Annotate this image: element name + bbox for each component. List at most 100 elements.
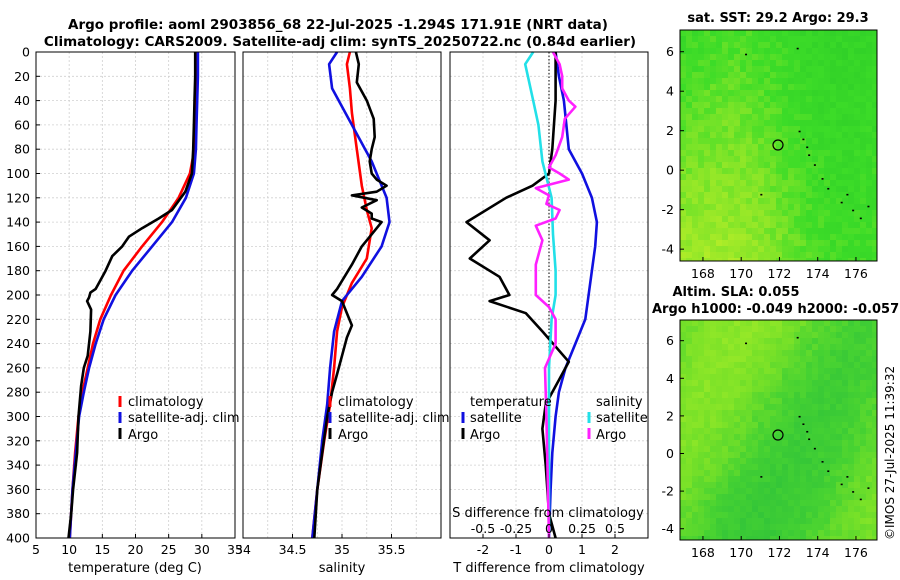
map-cell	[812, 54, 819, 61]
y-tick-label: 400	[6, 531, 30, 546]
map-cell	[872, 410, 877, 417]
map-cell	[860, 222, 867, 229]
map-cell	[752, 168, 759, 175]
map-cell	[866, 186, 873, 193]
map-cell	[770, 120, 777, 127]
map-cell	[818, 320, 825, 327]
map-cell	[824, 368, 831, 375]
map-cell	[800, 36, 807, 43]
map-cell	[866, 84, 873, 91]
map-cell	[728, 150, 735, 157]
map-cell	[734, 356, 741, 363]
map-cell	[686, 410, 693, 417]
map-cell	[842, 150, 849, 157]
map-cell	[782, 216, 789, 223]
map-cell	[680, 30, 687, 37]
map-cell	[686, 108, 693, 115]
map-cell	[728, 368, 735, 375]
map-cell	[722, 416, 729, 423]
map-cell	[860, 108, 867, 115]
map-cell	[764, 150, 771, 157]
map-cell	[860, 228, 867, 235]
map-cell	[776, 440, 783, 447]
map-cell	[698, 332, 705, 339]
map-cell	[686, 240, 693, 247]
map-cell	[818, 102, 825, 109]
map-cell	[872, 54, 877, 61]
temperature-xlabel: temperature (deg C)	[68, 561, 202, 576]
map-cell	[704, 96, 711, 103]
map-cell	[770, 54, 777, 61]
map-cell	[776, 54, 783, 61]
map-cell	[800, 326, 807, 333]
map-cell	[770, 446, 777, 453]
map-cell	[734, 240, 741, 247]
map-cell	[854, 54, 861, 61]
map-cell	[716, 36, 723, 43]
salinity-grid	[243, 52, 441, 538]
map-cell	[764, 326, 771, 333]
map-cell	[866, 180, 873, 187]
map-cell	[860, 326, 867, 333]
map-cell	[782, 180, 789, 187]
map-cell	[872, 344, 877, 351]
map-cell	[752, 228, 759, 235]
map-cell	[716, 252, 723, 259]
map-cell	[842, 494, 849, 501]
map-cell	[752, 30, 759, 37]
map-cell	[734, 102, 741, 109]
map-cell	[830, 84, 837, 91]
map-cell	[680, 258, 687, 261]
map-cell	[746, 452, 753, 459]
map-cell	[842, 386, 849, 393]
map-cell	[734, 204, 741, 211]
map-cell	[836, 216, 843, 223]
map-cell	[686, 530, 693, 537]
map-cell	[794, 362, 801, 369]
map-cell	[722, 398, 729, 405]
map-cell	[716, 482, 723, 489]
map-cell	[836, 392, 843, 399]
map-cell	[806, 108, 813, 115]
map-cell	[722, 192, 729, 199]
map-cell	[788, 60, 795, 67]
map-cell	[806, 60, 813, 67]
map-cell	[794, 524, 801, 531]
map-cell	[824, 84, 831, 91]
map-cell	[854, 326, 861, 333]
map-cell	[716, 332, 723, 339]
map-cell	[818, 168, 825, 175]
map-cell	[788, 228, 795, 235]
map-cell	[872, 536, 877, 540]
map-cell	[686, 138, 693, 145]
map-cell	[842, 132, 849, 139]
map-cell	[776, 494, 783, 501]
map-cell	[794, 326, 801, 333]
map-cell	[866, 66, 873, 73]
map-cell	[872, 234, 877, 241]
map-cell	[764, 530, 771, 537]
map-cell	[734, 422, 741, 429]
map-cell	[788, 108, 795, 115]
map-cell	[746, 434, 753, 441]
map-cell	[710, 252, 717, 259]
map-cell	[806, 120, 813, 127]
map-cell	[860, 470, 867, 477]
map-cell	[698, 362, 705, 369]
map-cell	[866, 90, 873, 97]
map-cell	[806, 234, 813, 241]
map-cell	[686, 464, 693, 471]
map-cell	[716, 42, 723, 49]
map-cell	[728, 30, 735, 37]
map-cell	[824, 180, 831, 187]
map-cell	[848, 398, 855, 405]
map-cell	[710, 54, 717, 61]
island	[827, 470, 830, 473]
map-cell	[734, 368, 741, 375]
map-cell	[770, 398, 777, 405]
map-cell	[794, 174, 801, 181]
map-cell	[752, 36, 759, 43]
map-cell	[746, 138, 753, 145]
map-cell	[680, 96, 687, 103]
map-cell	[866, 42, 873, 49]
